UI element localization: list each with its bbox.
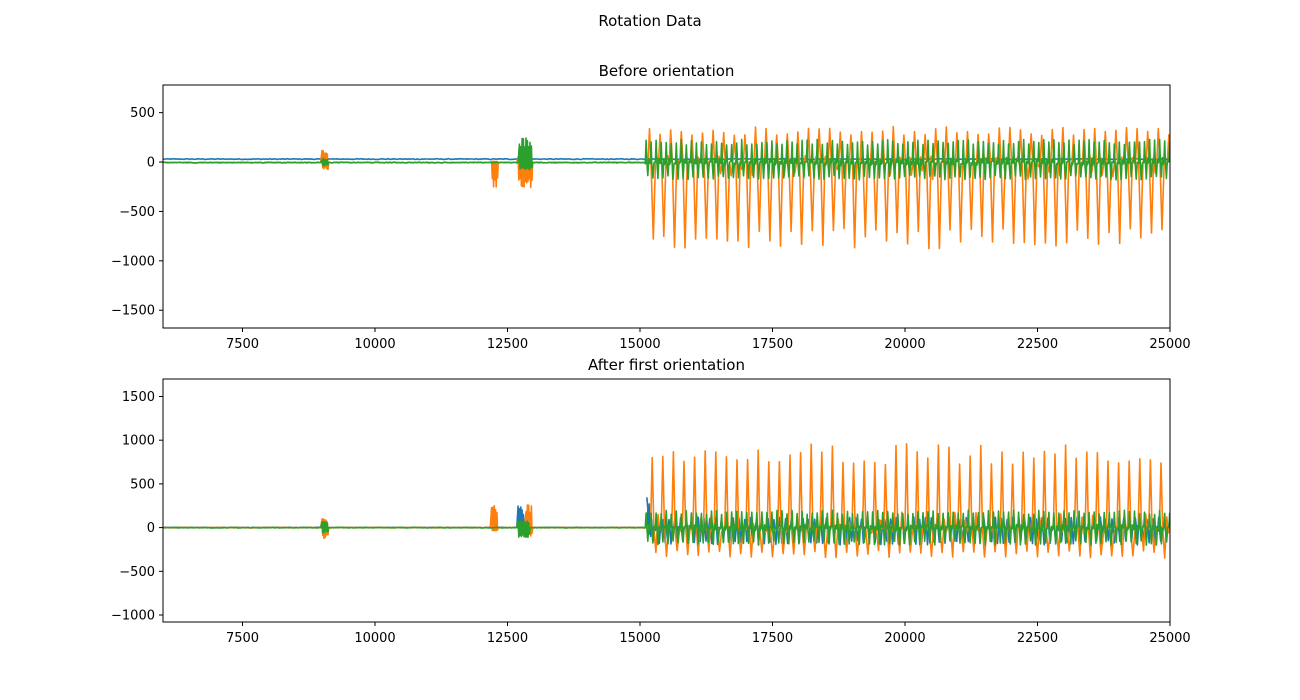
y-tick-label: 1000 [122, 434, 155, 449]
y-axis: 500 0 −500 −1000 −1500 [111, 106, 163, 319]
axes-before-orientation: Before orientation 500 0 −500 −1000 −1500 75… [111, 62, 1191, 352]
x-tick-label: 10000 [354, 631, 395, 646]
axes-frame [162, 84, 1171, 329]
x-tick-label: 25000 [1149, 631, 1190, 646]
y-tick-label: 1500 [122, 390, 155, 405]
y-tick-label: −1500 [111, 304, 155, 319]
x-tick-label: 15000 [619, 631, 660, 646]
plot-area [163, 125, 1170, 250]
y-axis: 1500 1000 500 0 −500 −1000 [111, 390, 163, 624]
y-tick-label: 500 [130, 477, 155, 492]
x-axis: 7500 10000 12500 15000 17500 20000 22500 25000 [226, 328, 1191, 352]
plot-area [163, 442, 1170, 559]
x-tick-label: 7500 [226, 631, 259, 646]
x-tick-label: 12500 [487, 337, 528, 352]
series-line-3 [163, 137, 1170, 181]
axes-after-first-orientation: After first orientation 1500 1000 500 0 −500… [111, 356, 1191, 646]
x-tick-label: 10000 [354, 337, 395, 352]
axes-title: After first orientation [588, 356, 745, 374]
x-tick-label: 25000 [1149, 337, 1190, 352]
x-tick-label: 17500 [752, 631, 793, 646]
y-tick-label: −500 [119, 565, 155, 580]
figure-title: Rotation Data [598, 12, 701, 30]
x-tick-label: 12500 [487, 631, 528, 646]
series-line-3 [163, 509, 1170, 546]
y-tick-label: 500 [130, 106, 155, 121]
x-tick-label: 22500 [1017, 631, 1058, 646]
axes-frame [162, 378, 1171, 623]
x-tick-label: 7500 [226, 337, 259, 352]
x-tick-label: 20000 [884, 337, 925, 352]
x-axis: 7500 10000 12500 15000 17500 20000 22500 25000 [226, 622, 1191, 646]
x-tick-label: 20000 [884, 631, 925, 646]
y-tick-label: −500 [119, 205, 155, 220]
y-tick-label: −1000 [111, 609, 155, 624]
y-tick-label: −1000 [111, 254, 155, 269]
y-tick-label: 0 [147, 521, 155, 536]
y-tick-label: 0 [147, 156, 155, 171]
x-tick-label: 15000 [619, 337, 660, 352]
axes-title: Before orientation [599, 62, 735, 80]
x-tick-label: 17500 [752, 337, 793, 352]
x-tick-label: 22500 [1017, 337, 1058, 352]
